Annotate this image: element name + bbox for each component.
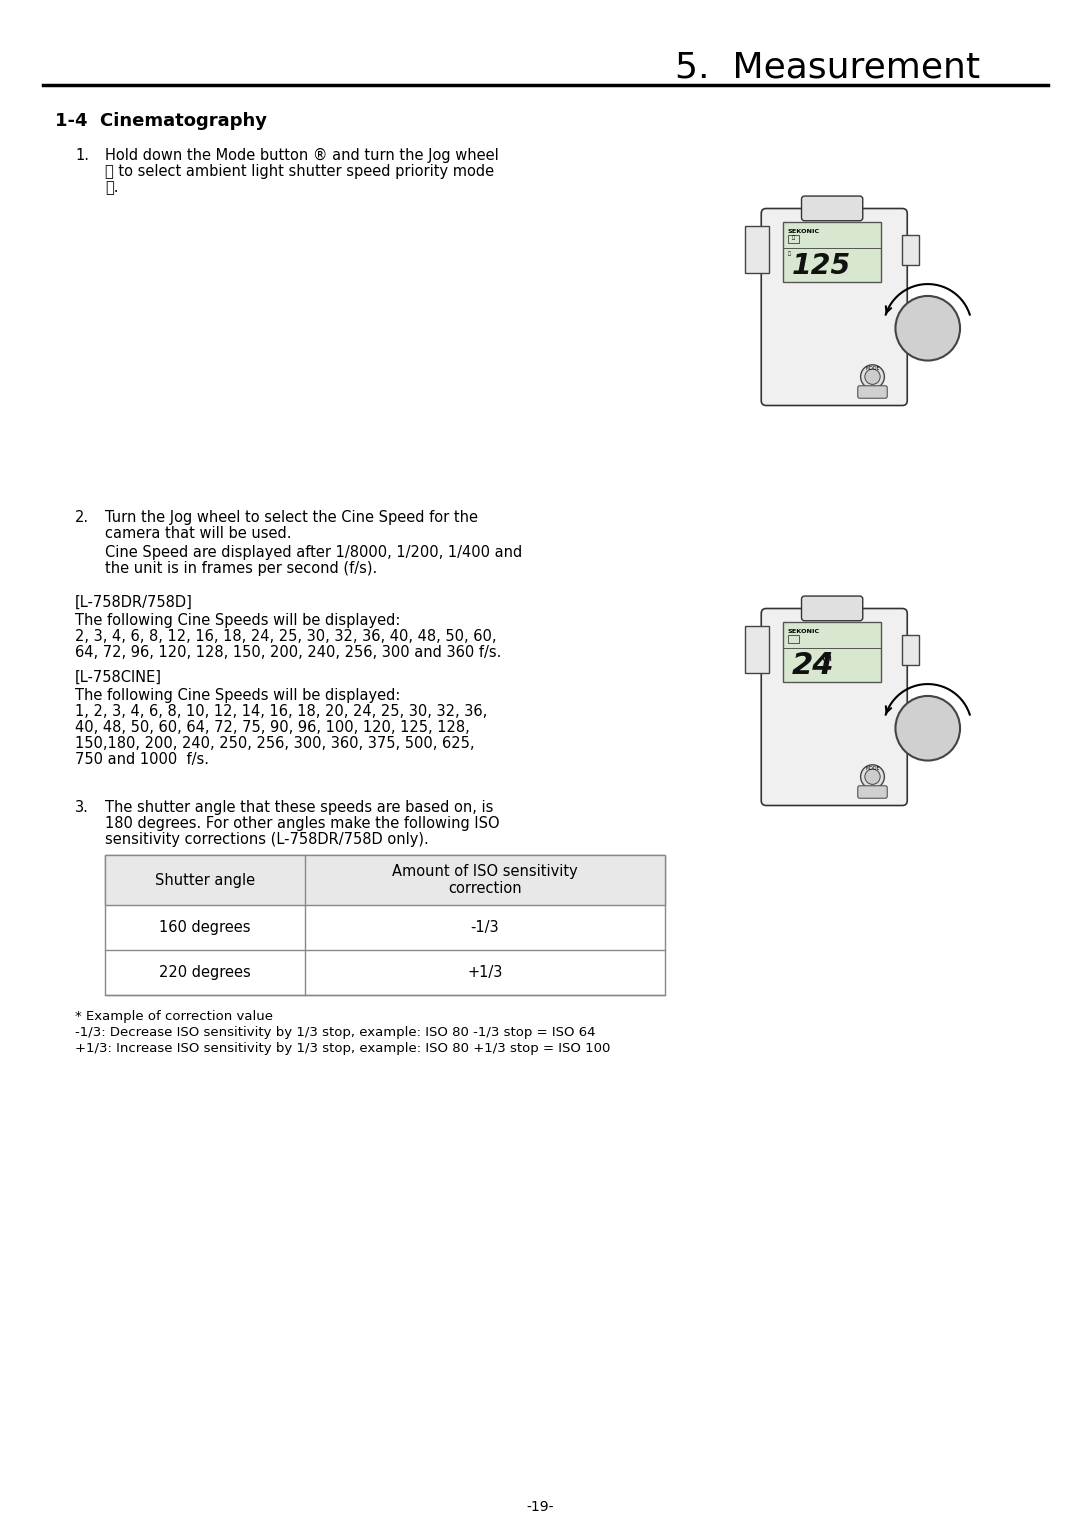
Text: 2.: 2. — [75, 509, 90, 525]
Text: * Example of correction value: * Example of correction value — [75, 1009, 273, 1023]
Text: -1/3: -1/3 — [471, 920, 499, 936]
Circle shape — [865, 370, 880, 385]
Text: +1/3: Increase ISO sensitivity by 1/3 stop, example: ISO 80 +1/3 stop = ISO 100: +1/3: Increase ISO sensitivity by 1/3 st… — [75, 1042, 610, 1055]
Bar — [105, 854, 665, 905]
FancyBboxPatch shape — [761, 609, 907, 805]
Text: 1, 2, 3, 4, 6, 8, 10, 12, 14, 16, 18, 20, 24, 25, 30, 32, 36,: 1, 2, 3, 4, 6, 8, 10, 12, 14, 16, 18, 20… — [75, 704, 487, 719]
FancyBboxPatch shape — [801, 196, 863, 221]
Text: +1/3: +1/3 — [468, 965, 502, 980]
Text: 3.: 3. — [75, 801, 89, 815]
FancyBboxPatch shape — [801, 597, 863, 621]
Text: MODE: MODE — [865, 767, 880, 772]
FancyBboxPatch shape — [902, 635, 919, 664]
Text: SEKONIC: SEKONIC — [787, 229, 820, 233]
Text: [L-758DR/758D]: [L-758DR/758D] — [75, 595, 193, 611]
Text: 2, 3, 4, 6, 8, 12, 16, 18, 24, 25, 30, 32, 36, 40, 48, 50, 60,: 2, 3, 4, 6, 8, 12, 16, 18, 24, 25, 30, 3… — [75, 629, 497, 644]
Text: 1-4  Cinematography: 1-4 Cinematography — [55, 112, 267, 130]
Text: The shutter angle that these speeds are based on, is: The shutter angle that these speeds are … — [105, 801, 494, 815]
Text: 180 degrees. For other angles make the following ISO: 180 degrees. For other angles make the f… — [105, 816, 500, 831]
Circle shape — [895, 696, 960, 761]
Circle shape — [861, 365, 885, 388]
Text: Ⓣ.: Ⓣ. — [105, 179, 119, 195]
Text: 125: 125 — [792, 252, 851, 279]
Text: 40, 48, 50, 60, 64, 72, 75, 90, 96, 100, 120, 125, 128,: 40, 48, 50, 60, 64, 72, 75, 90, 96, 100,… — [75, 719, 470, 735]
Text: Ⓣ: Ⓣ — [792, 235, 795, 239]
Text: camera that will be used.: camera that will be used. — [105, 526, 292, 542]
Bar — [105, 854, 665, 996]
Text: Ⓣ: Ⓣ — [787, 252, 791, 256]
FancyBboxPatch shape — [783, 222, 881, 282]
FancyBboxPatch shape — [787, 635, 799, 643]
Text: MODE: MODE — [865, 367, 880, 371]
Text: sensitivity corrections (L-758DR/758D only).: sensitivity corrections (L-758DR/758D on… — [105, 831, 429, 847]
FancyBboxPatch shape — [783, 621, 881, 681]
Text: 750 and 1000  f/s.: 750 and 1000 f/s. — [75, 752, 210, 767]
Text: Amount of ISO sensitivity
correction: Amount of ISO sensitivity correction — [392, 864, 578, 896]
Text: Cine Speed are displayed after 1/8000, 1/200, 1/400 and: Cine Speed are displayed after 1/8000, 1… — [105, 545, 523, 560]
Text: Hold down the Mode button ® and turn the Jog wheel: Hold down the Mode button ® and turn the… — [105, 147, 499, 163]
Circle shape — [895, 296, 960, 360]
Text: The following Cine Speeds will be displayed:: The following Cine Speeds will be displa… — [75, 614, 401, 627]
Text: 64, 72, 96, 120, 128, 150, 200, 240, 256, 300 and 360 f/s.: 64, 72, 96, 120, 128, 150, 200, 240, 256… — [75, 644, 501, 660]
FancyBboxPatch shape — [787, 235, 799, 244]
Bar — [105, 854, 665, 905]
Text: Turn the Jog wheel to select the Cine Speed for the: Turn the Jog wheel to select the Cine Sp… — [105, 509, 478, 525]
Circle shape — [861, 765, 885, 788]
Text: 24: 24 — [792, 650, 834, 680]
FancyBboxPatch shape — [745, 225, 769, 273]
Circle shape — [865, 769, 880, 784]
Text: 1.: 1. — [75, 147, 89, 163]
FancyBboxPatch shape — [745, 626, 769, 673]
Text: th: th — [822, 653, 833, 663]
Text: The following Cine Speeds will be displayed:: The following Cine Speeds will be displa… — [75, 689, 401, 703]
Text: Shutter angle: Shutter angle — [154, 873, 255, 888]
FancyBboxPatch shape — [858, 785, 888, 798]
FancyBboxPatch shape — [858, 385, 888, 399]
Text: [L-758CINE]: [L-758CINE] — [75, 670, 162, 686]
Text: the unit is in frames per second (f/s).: the unit is in frames per second (f/s). — [105, 561, 377, 575]
FancyBboxPatch shape — [902, 235, 919, 264]
Text: 5.  Measurement: 5. Measurement — [675, 51, 980, 84]
FancyBboxPatch shape — [761, 209, 907, 405]
Text: -1/3: Decrease ISO sensitivity by 1/3 stop, example: ISO 80 -1/3 stop = ISO 64: -1/3: Decrease ISO sensitivity by 1/3 st… — [75, 1026, 595, 1039]
Text: ⓔ to select ambient light shutter speed priority mode: ⓔ to select ambient light shutter speed … — [105, 164, 495, 179]
Text: 160 degrees: 160 degrees — [159, 920, 251, 936]
Text: 150,180, 200, 240, 250, 256, 300, 360, 375, 500, 625,: 150,180, 200, 240, 250, 256, 300, 360, 3… — [75, 736, 474, 752]
Text: 220 degrees: 220 degrees — [159, 965, 251, 980]
Text: -19-: -19- — [526, 1500, 554, 1514]
Text: SEKONIC: SEKONIC — [787, 629, 820, 634]
